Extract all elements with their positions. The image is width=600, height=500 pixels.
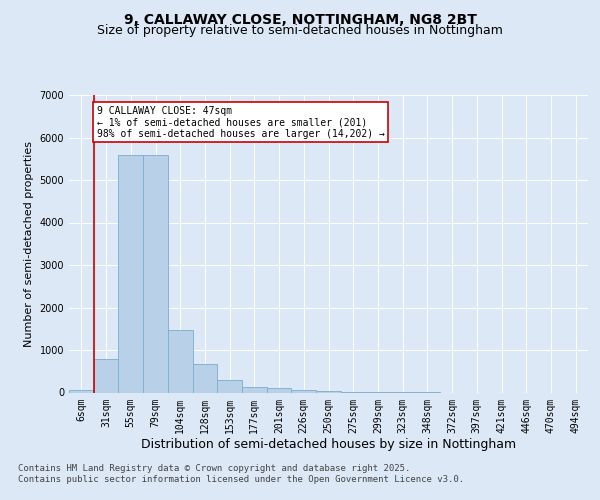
Y-axis label: Number of semi-detached properties: Number of semi-detached properties [24,141,34,347]
Bar [69,390,94,392]
Bar [292,390,316,392]
Bar [217,380,242,392]
Bar [316,391,341,392]
Text: Contains HM Land Registry data © Crown copyright and database right 2025.: Contains HM Land Registry data © Crown c… [18,464,410,473]
Text: 9 CALLAWAY CLOSE: 47sqm
← 1% of semi-detached houses are smaller (201)
98% of se: 9 CALLAWAY CLOSE: 47sqm ← 1% of semi-det… [97,106,385,139]
Text: 9, CALLAWAY CLOSE, NOTTINGHAM, NG8 2BT: 9, CALLAWAY CLOSE, NOTTINGHAM, NG8 2BT [124,12,476,26]
X-axis label: Distribution of semi-detached houses by size in Nottingham: Distribution of semi-detached houses by … [141,438,516,451]
Bar [193,364,217,392]
Text: Size of property relative to semi-detached houses in Nottingham: Size of property relative to semi-detach… [97,24,503,37]
Bar [143,156,168,392]
Bar [242,386,267,392]
Bar [267,388,292,392]
Bar [118,156,143,392]
Text: Contains public sector information licensed under the Open Government Licence v3: Contains public sector information licen… [18,475,464,484]
Bar [168,330,193,392]
Bar [94,358,118,392]
